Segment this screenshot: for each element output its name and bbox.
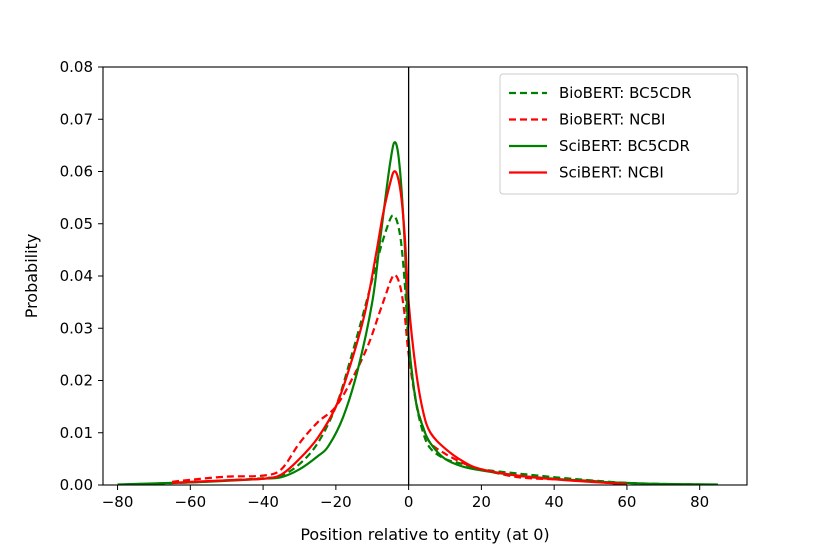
legend-box [499,73,739,195]
series-line-4 [172,170,627,485]
y-tick-label: 0.04 [60,267,93,285]
y-axis-label: Probability [22,234,41,319]
x-tick-label: 0 [404,493,414,511]
series-line-1 [124,214,700,485]
axes: −80 −60 −40 −20 0 20 40 60 80 0.00 0.01 0.02 0.03 0.0… [60,58,748,511]
x-tick-label: −80 [102,493,134,511]
x-tick-label: −20 [320,493,352,511]
x-axis-label: Position relative to entity (at 0) [300,525,549,544]
x-tick-label: 60 [617,493,636,511]
x-tick-label: −60 [174,493,206,511]
x-tick-label: 20 [472,493,491,511]
y-tick-label: 0.08 [60,58,93,76]
y-tick-label: 0.03 [60,319,93,337]
y-tick-label: 0.07 [60,110,93,128]
legend-label: BioBERT: BC5CDR [559,84,692,102]
y-tick-label: 0.05 [60,215,93,233]
y-tick-label: 0.02 [60,372,93,390]
y-tick-label: 0.00 [60,476,93,494]
y-tick-label: 0.01 [60,424,93,442]
x-tick-label: −40 [247,493,279,511]
plot-area [117,67,718,485]
x-tick-label: 40 [545,493,564,511]
series-line-2 [172,273,628,485]
y-tick-label: 0.06 [60,163,93,181]
legend-label: BioBERT: NCBI [559,111,665,129]
x-tick-label: 80 [690,493,709,511]
legend: BioBERT: BC5CDR BioBERT: NCBI SciBERT: BC5… [499,73,739,195]
legend-label: SciBERT: BC5CDR [559,137,690,155]
legend-label: SciBERT: NCBI [559,164,664,182]
